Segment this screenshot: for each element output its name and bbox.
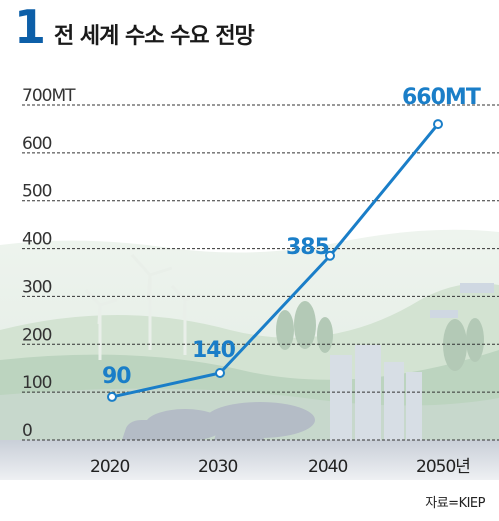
series-line [107, 119, 443, 402]
y-tick-label: 100 [22, 373, 52, 393]
data-label: 90 [102, 364, 131, 389]
title-number: 1 [14, 0, 47, 54]
y-tick-label: 700MT [22, 86, 76, 106]
y-tick-label: 500 [22, 182, 52, 202]
y-axis: 0 100 200 300 400 500 600 700MT [22, 86, 77, 441]
y-tick-label: 200 [22, 325, 52, 345]
data-label: 385 [286, 235, 329, 260]
data-label: 660MT [402, 85, 481, 110]
x-tick-label: 2030 [198, 457, 237, 477]
source-note: 자료=KIEP [425, 496, 485, 511]
y-tick-label: 0 [22, 421, 32, 441]
y-tick-label: 300 [22, 277, 52, 297]
x-tick-label: 2050년 [416, 457, 470, 477]
background-landscape [0, 229, 499, 480]
data-labels: 90 140 385 660MT [102, 85, 482, 389]
grid-lines [22, 104, 499, 441]
data-point [215, 368, 225, 378]
data-label: 140 [192, 338, 236, 363]
data-line [111, 123, 440, 399]
chart-title: 전 세계 수소 수요 전망 [54, 24, 255, 49]
data-point [325, 250, 335, 261]
x-tick-label: 2020 [90, 457, 129, 477]
x-axis: 2020 2030 2040 2050년 [90, 457, 471, 477]
y-tick-label: 400 [22, 230, 52, 250]
x-tick-label: 2040 [308, 457, 347, 477]
data-point [107, 391, 117, 402]
data-point [433, 119, 443, 130]
y-tick-label: 600 [22, 134, 52, 154]
